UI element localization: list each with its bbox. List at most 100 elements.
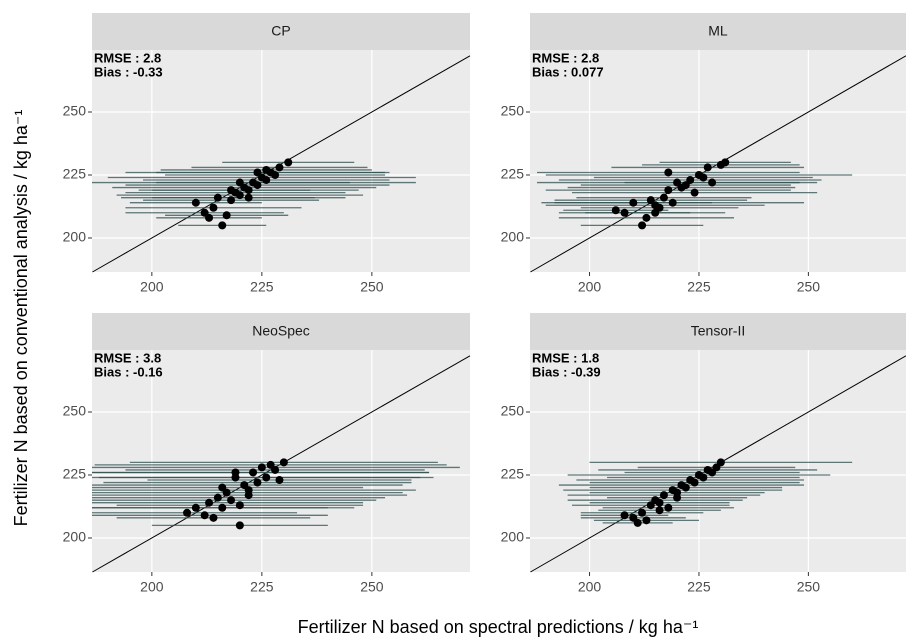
point xyxy=(213,493,222,502)
point xyxy=(218,503,227,512)
strip xyxy=(530,13,906,50)
point xyxy=(642,213,651,222)
annotation: RMSE : 3.8 xyxy=(94,350,161,365)
x-tick-label: 200 xyxy=(578,279,602,295)
point xyxy=(213,193,222,202)
point xyxy=(655,498,664,507)
x-tick-label: 225 xyxy=(687,579,711,595)
point xyxy=(205,213,214,222)
point xyxy=(620,208,629,217)
strip xyxy=(92,313,470,350)
point xyxy=(703,163,712,172)
point xyxy=(611,206,620,215)
point xyxy=(629,198,638,207)
y-axis-label: Fertilizer N based on conventional analy… xyxy=(11,110,31,527)
strip xyxy=(530,313,906,350)
point xyxy=(249,468,258,477)
point xyxy=(681,483,690,492)
point xyxy=(262,165,271,174)
point xyxy=(279,458,288,467)
panel-background xyxy=(530,50,906,272)
point xyxy=(620,511,629,520)
point xyxy=(218,221,227,230)
point xyxy=(253,478,262,487)
x-tick-label: 250 xyxy=(797,279,821,295)
point xyxy=(664,503,673,512)
point xyxy=(262,473,271,482)
y-tick-label: 200 xyxy=(63,529,87,545)
y-tick-label: 200 xyxy=(63,229,87,245)
point xyxy=(638,221,647,230)
strip xyxy=(92,13,470,50)
y-tick-label: 225 xyxy=(63,466,87,482)
y-tick-label: 200 xyxy=(501,529,525,545)
point xyxy=(642,516,651,525)
strip-label: CP xyxy=(271,23,290,39)
point xyxy=(222,211,231,220)
x-tick-label: 200 xyxy=(140,579,164,595)
point xyxy=(183,508,192,517)
x-tick-label: 250 xyxy=(360,579,384,595)
point xyxy=(659,193,668,202)
point xyxy=(205,498,214,507)
point xyxy=(191,198,200,207)
point xyxy=(253,168,262,177)
point xyxy=(244,193,253,202)
point xyxy=(191,503,200,512)
point xyxy=(633,518,642,527)
point xyxy=(651,208,660,217)
point xyxy=(690,478,699,487)
point xyxy=(235,521,244,530)
point xyxy=(253,181,262,190)
point xyxy=(271,170,280,179)
point xyxy=(659,491,668,500)
strip-label: Tensor-II xyxy=(691,323,745,339)
point xyxy=(708,178,717,187)
point xyxy=(699,473,708,482)
x-tick-label: 200 xyxy=(578,579,602,595)
point xyxy=(673,493,682,502)
point xyxy=(209,513,218,522)
strip-label: NeoSpec xyxy=(252,323,310,339)
y-tick-label: 225 xyxy=(501,466,525,482)
annotation: RMSE : 2.8 xyxy=(94,50,161,65)
y-tick-label: 225 xyxy=(501,166,525,182)
point xyxy=(275,163,284,172)
y-tick-label: 250 xyxy=(63,103,87,119)
point xyxy=(227,196,236,205)
y-tick-label: 250 xyxy=(501,403,525,419)
point xyxy=(699,173,708,182)
point xyxy=(721,158,730,167)
y-tick-label: 225 xyxy=(63,166,87,182)
point xyxy=(209,203,218,212)
point xyxy=(235,191,244,200)
point xyxy=(716,458,725,467)
panel-background xyxy=(92,50,470,272)
point xyxy=(686,176,695,185)
point xyxy=(664,186,673,195)
point xyxy=(235,501,244,510)
point xyxy=(231,468,240,477)
point xyxy=(227,186,236,195)
point xyxy=(668,198,677,207)
annotation: RMSE : 2.8 xyxy=(532,50,599,65)
point xyxy=(262,176,271,185)
x-axis-label: Fertilizer N based on spectral predictio… xyxy=(298,617,699,637)
strip-label: ML xyxy=(708,23,728,39)
annotation: Bias : 0.077 xyxy=(532,64,604,79)
x-tick-label: 225 xyxy=(687,279,711,295)
x-tick-label: 200 xyxy=(140,279,164,295)
x-tick-label: 225 xyxy=(250,279,274,295)
point xyxy=(218,483,227,492)
annotation: Bias : -0.16 xyxy=(94,364,163,379)
point xyxy=(271,465,280,474)
point xyxy=(200,511,209,520)
y-tick-label: 250 xyxy=(63,403,87,419)
point xyxy=(638,508,647,517)
annotation: RMSE : 1.8 xyxy=(532,350,599,365)
point xyxy=(235,178,244,187)
point xyxy=(284,158,293,167)
point xyxy=(275,476,284,485)
x-tick-label: 225 xyxy=(250,579,274,595)
